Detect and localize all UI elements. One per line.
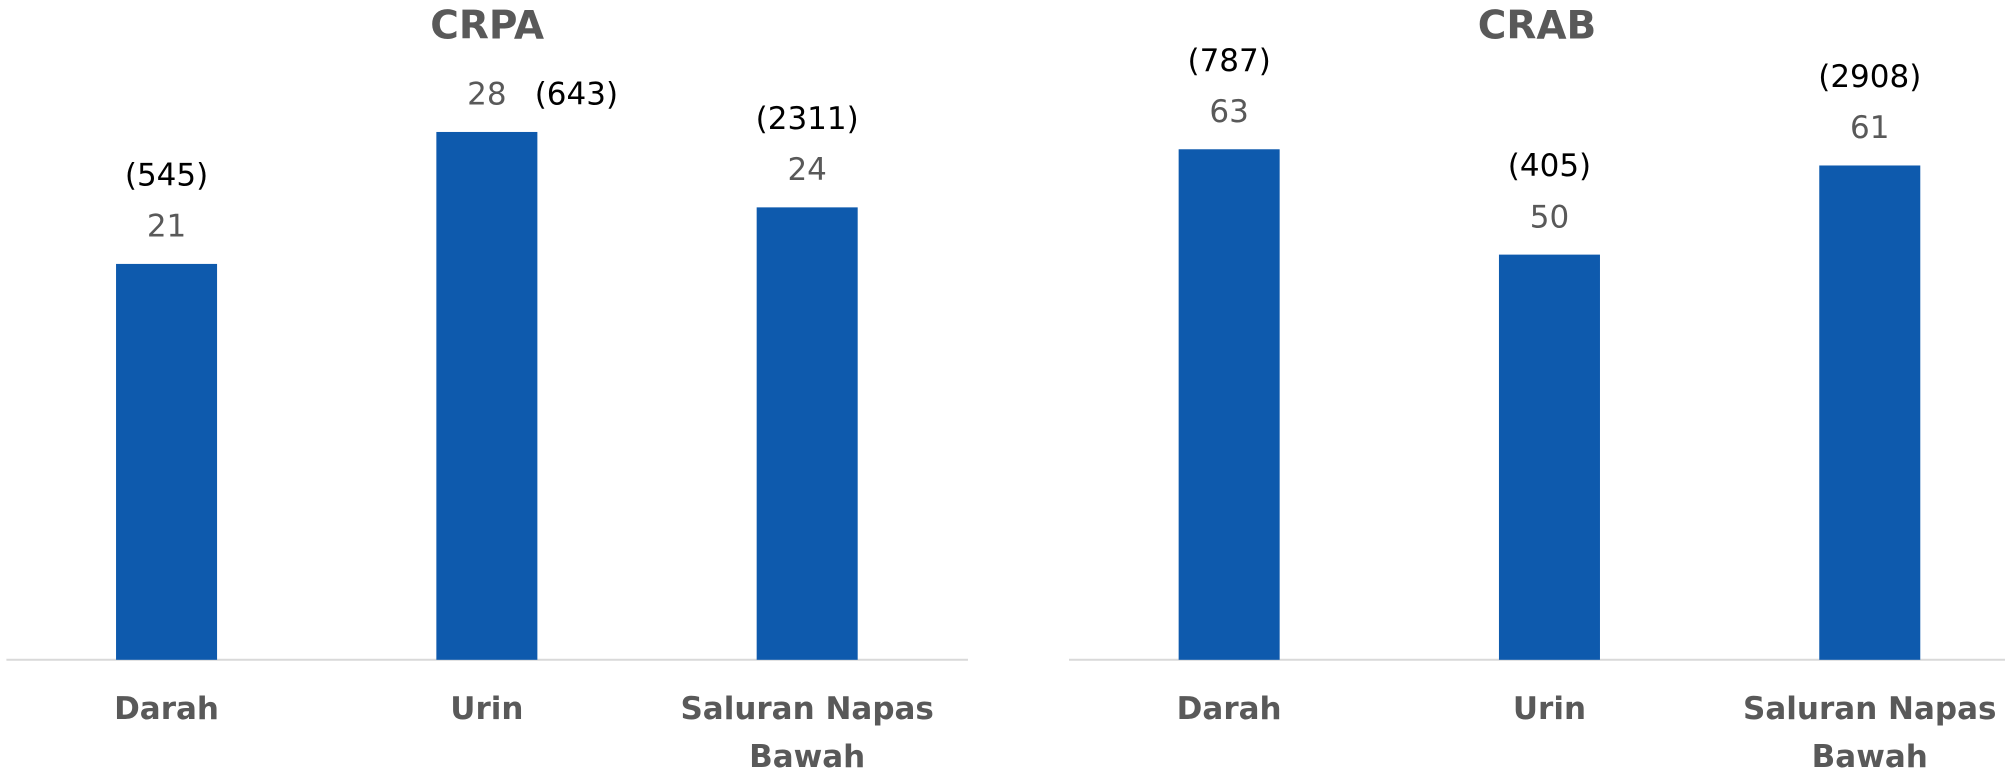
bar [1819, 165, 1921, 660]
bar [1178, 149, 1280, 660]
value-label: 61 [1850, 110, 1889, 146]
value-label: 50 [1530, 199, 1569, 235]
x-tick-label: Saluran Napas Bawah [680, 691, 934, 776]
value-label: 28 [467, 77, 506, 113]
value-label: 21 [147, 209, 186, 245]
count-label: (643) [535, 77, 618, 113]
value-label: 63 [1209, 94, 1248, 130]
x-tick-label: Urin [450, 691, 524, 728]
bar [116, 263, 218, 660]
bar [1498, 254, 1600, 660]
x-tick-label: Darah [1176, 691, 1282, 728]
count-label: (405) [1508, 148, 1591, 184]
count-label: (2311) [756, 101, 859, 137]
x-tick-label: Urin [1512, 691, 1587, 728]
bar [756, 207, 858, 660]
bar [436, 131, 538, 660]
value-label: 24 [787, 152, 826, 188]
x-tick-label: Darah [114, 691, 220, 728]
count-label: (2908) [1818, 59, 1921, 95]
count-label: (545) [125, 157, 208, 193]
chart-title: CRAB [1478, 4, 1597, 49]
chart-title: CRPA [430, 4, 544, 49]
x-tick-label: Saluran Napas Bawah [1743, 691, 1997, 776]
count-label: (787) [1187, 43, 1270, 79]
